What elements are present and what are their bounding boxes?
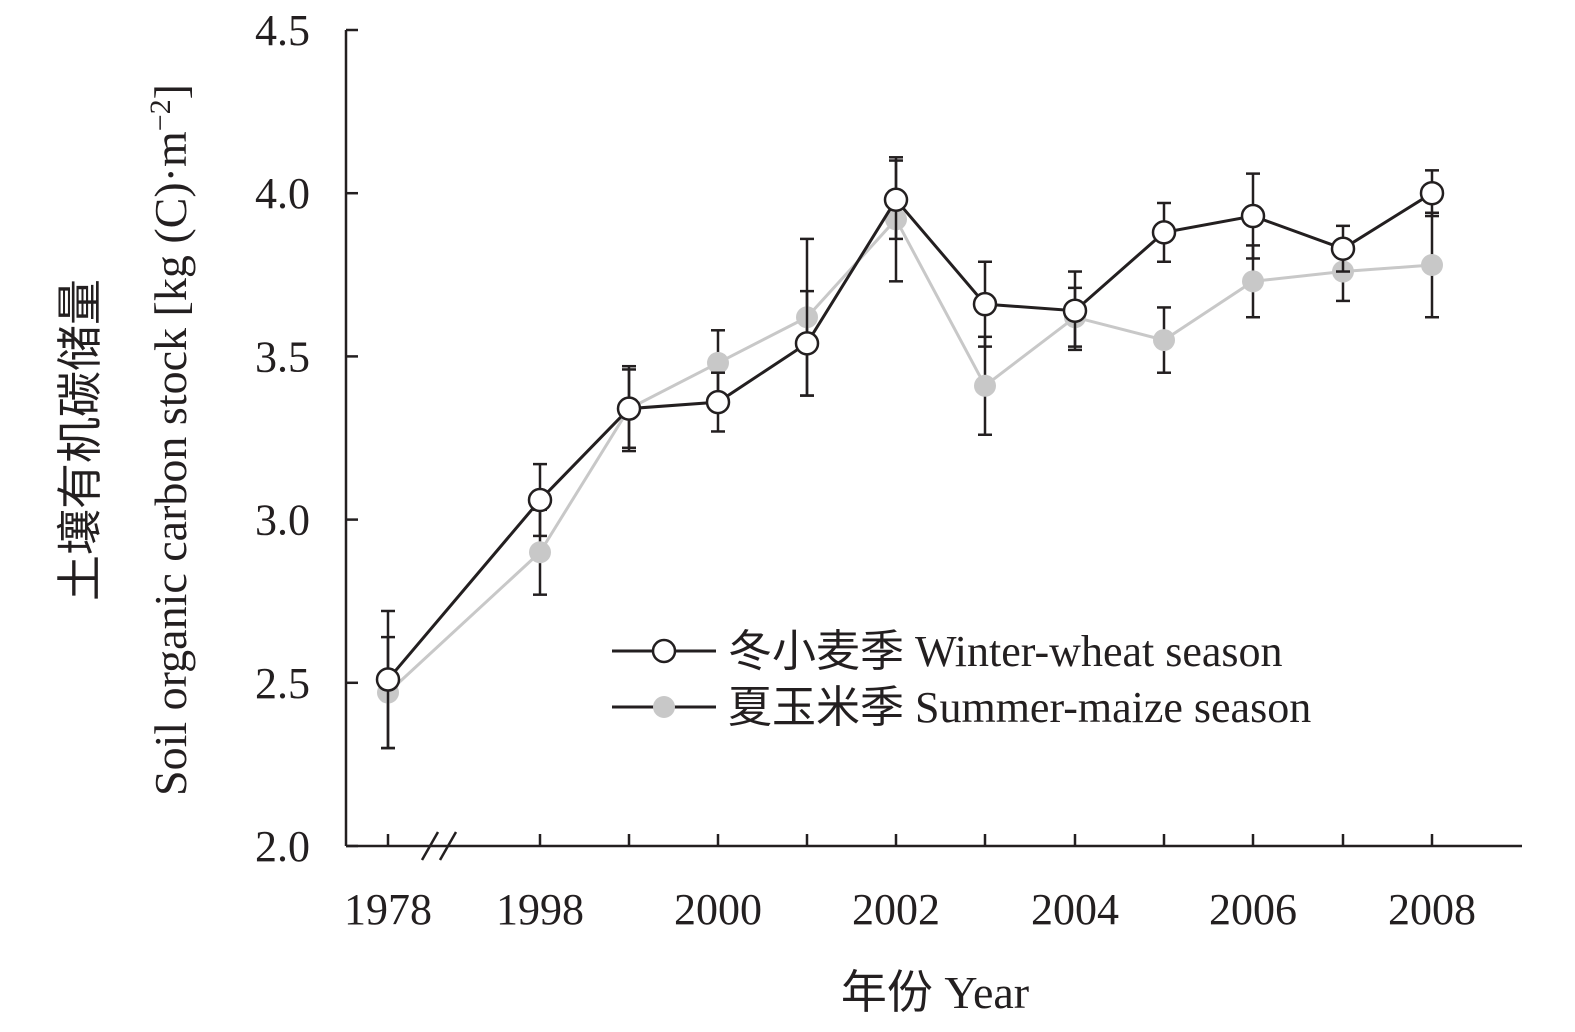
- y-axis-title-bracket: ]: [145, 84, 196, 99]
- x-tick-label: 1978: [344, 885, 432, 934]
- legend-marker: [653, 696, 675, 718]
- x-tick-label: 1998: [496, 885, 584, 934]
- y-tick-label: 2.0: [255, 822, 310, 871]
- data-point: [1421, 254, 1443, 277]
- data-point: [1151, 220, 1177, 245]
- data-point: [1419, 180, 1445, 206]
- legend-entry: 夏玉米季 Summer-maize season: [612, 683, 1311, 732]
- data-point: [616, 396, 642, 421]
- y-tick-label: 3.5: [255, 332, 310, 381]
- data-point: [1240, 203, 1266, 229]
- y-tick-label: 4.0: [255, 169, 310, 218]
- data-point: [529, 541, 551, 564]
- y-tick-label: 2.5: [255, 659, 310, 708]
- data-point: [972, 291, 998, 317]
- y-axis-title-superscript: −2: [144, 99, 177, 131]
- series-winter-wheat: [375, 159, 1445, 750]
- legend-entry: 冬小麦季 Winter-wheat season: [612, 627, 1283, 676]
- axis-break-mark: [420, 831, 440, 861]
- y-axis-title: Soil organic carbon stock [kg (C)·m−2]: [144, 84, 196, 796]
- data-point: [794, 331, 820, 356]
- data-point: [883, 187, 909, 212]
- data-point: [1330, 236, 1356, 261]
- data-point: [375, 667, 401, 692]
- y-axis-title-en: Soil organic carbon stock [kg (C)·m: [145, 131, 196, 796]
- axis-break-mark: [438, 831, 458, 861]
- legend-label: 冬小麦季 Winter-wheat season: [728, 627, 1283, 676]
- data-point: [974, 374, 996, 397]
- y-tick-label: 3.0: [255, 496, 310, 545]
- data-point: [1153, 329, 1175, 352]
- x-tick-label: 2004: [1031, 885, 1119, 934]
- x-tick-label: 2000: [674, 885, 762, 934]
- series-line: [386, 216, 1433, 694]
- legend-marker: [651, 638, 677, 664]
- x-tick-label: 2006: [1209, 885, 1297, 934]
- legend-label: 夏玉米季 Summer-maize season: [728, 683, 1311, 732]
- legend: 冬小麦季 Winter-wheat season 夏玉米季 Summer-maiz…: [612, 627, 1311, 732]
- data-point: [1062, 298, 1088, 323]
- x-tick-label: 2002: [852, 885, 940, 934]
- y-axis-title-chinese: 土壤有机碳储量: [55, 279, 106, 601]
- axes: 2.0 2.5 3.0 3.5 4.0 4.5 1978 1998 2000 2002 2004 20…: [255, 6, 1522, 934]
- series-line: [386, 191, 1433, 681]
- series-layer: [375, 156, 1445, 750]
- data-point: [1242, 270, 1264, 293]
- y-tick-label: 4.5: [255, 6, 310, 55]
- x-tick-label: 2008: [1388, 885, 1476, 934]
- x-axis-title: 年份 Year: [841, 967, 1029, 1018]
- data-point: [527, 487, 553, 513]
- data-point: [705, 389, 731, 415]
- data-point: [707, 351, 729, 374]
